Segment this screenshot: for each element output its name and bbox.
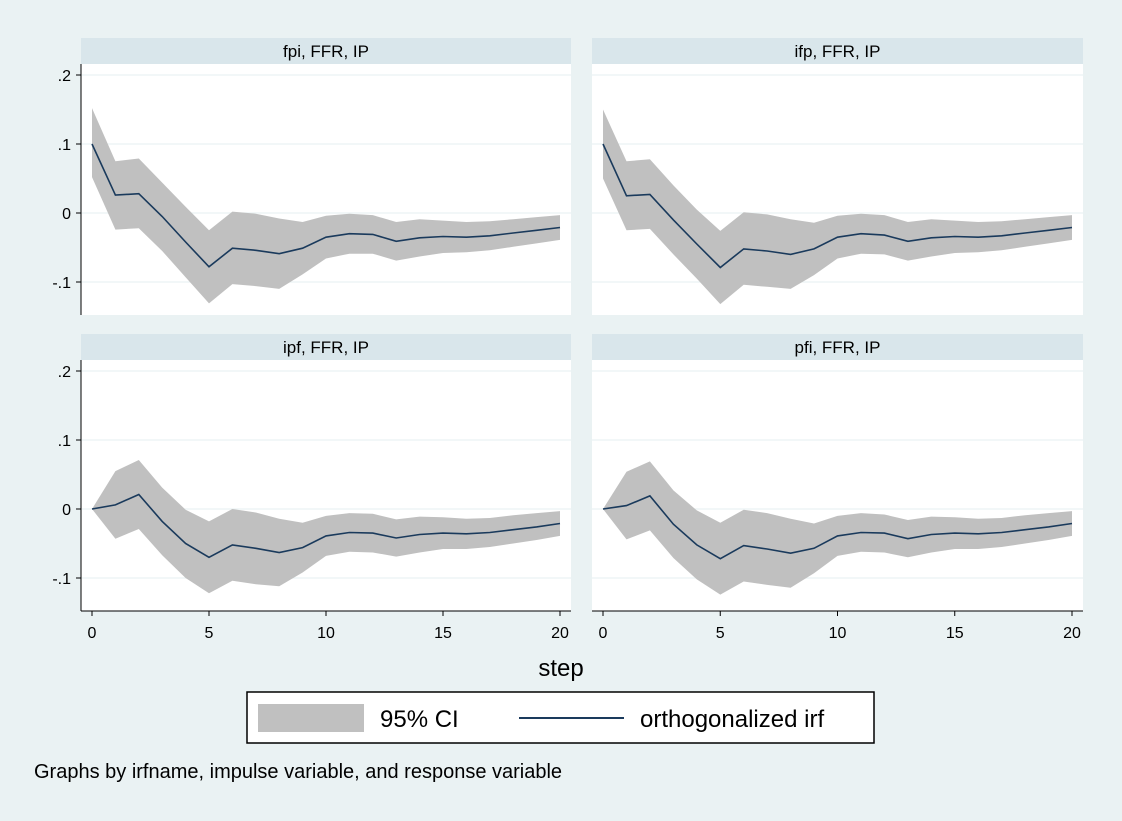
irf-line <box>91 143 561 268</box>
panel-strip <box>81 38 571 64</box>
ci-band <box>603 109 1072 305</box>
irf-line <box>602 143 1073 269</box>
panel-title: ifp, FFR, IP <box>795 42 881 61</box>
y-tick-label: 0 <box>62 502 71 519</box>
y-tick-label: 0 <box>62 206 71 223</box>
ci-band <box>603 461 1072 595</box>
panel: ifp, FFR, IP <box>592 38 1083 315</box>
irf-line <box>602 494 1073 560</box>
x-tick-label: 10 <box>317 625 335 642</box>
x-tick-label: 20 <box>1063 625 1081 642</box>
y-tick-label: .1 <box>58 433 71 450</box>
irf-line <box>91 493 561 559</box>
y-tick-label: .2 <box>58 68 71 85</box>
x-tick-label: 0 <box>88 625 97 642</box>
plot-area <box>592 360 1083 611</box>
plot-area <box>81 360 571 611</box>
graph-note: Graphs by irfname, impulse variable, and… <box>34 761 562 783</box>
x-axis-title: step <box>538 655 583 682</box>
y-tick-label: .2 <box>58 364 71 381</box>
ci-band <box>92 108 560 304</box>
panel-title: pfi, FFR, IP <box>795 338 881 357</box>
panels-group: fpi, FFR, IP .2 .1 0 -.1 ifp, FFR, IP ipf, FFR… <box>52 38 1083 642</box>
panel-title: ipf, FFR, IP <box>283 338 369 357</box>
y-tick-label: .1 <box>58 137 71 154</box>
panel: fpi, FFR, IP .2 .1 0 -.1 <box>52 38 571 315</box>
ci-band <box>92 460 560 594</box>
legend-ci-swatch <box>258 704 364 732</box>
legend-irf-label: orthogonalized irf <box>640 706 824 733</box>
x-tick-label: 5 <box>205 625 214 642</box>
x-tick-label: 15 <box>946 625 964 642</box>
x-tick-label: 10 <box>829 625 847 642</box>
panel-strip <box>81 334 571 360</box>
panel-strip <box>592 334 1083 360</box>
x-tick-label: 5 <box>716 625 725 642</box>
panel: ipf, FFR, IP .2 .1 0 -.1 0 5 10 15 20 <box>52 334 571 642</box>
x-tick-label: 15 <box>434 625 452 642</box>
panel-strip <box>592 38 1083 64</box>
panel: pfi, FFR, IP 0 5 10 15 20 <box>592 334 1083 642</box>
legend-ci-label: 95% CI <box>380 706 459 733</box>
legend: 95% CI orthogonalized irf <box>246 691 875 744</box>
x-tick-label: 20 <box>551 625 569 642</box>
panel-title: fpi, FFR, IP <box>283 42 369 61</box>
x-tick-label: 0 <box>599 625 608 642</box>
y-tick-label: -.1 <box>52 275 71 292</box>
y-tick-label: -.1 <box>52 571 71 588</box>
